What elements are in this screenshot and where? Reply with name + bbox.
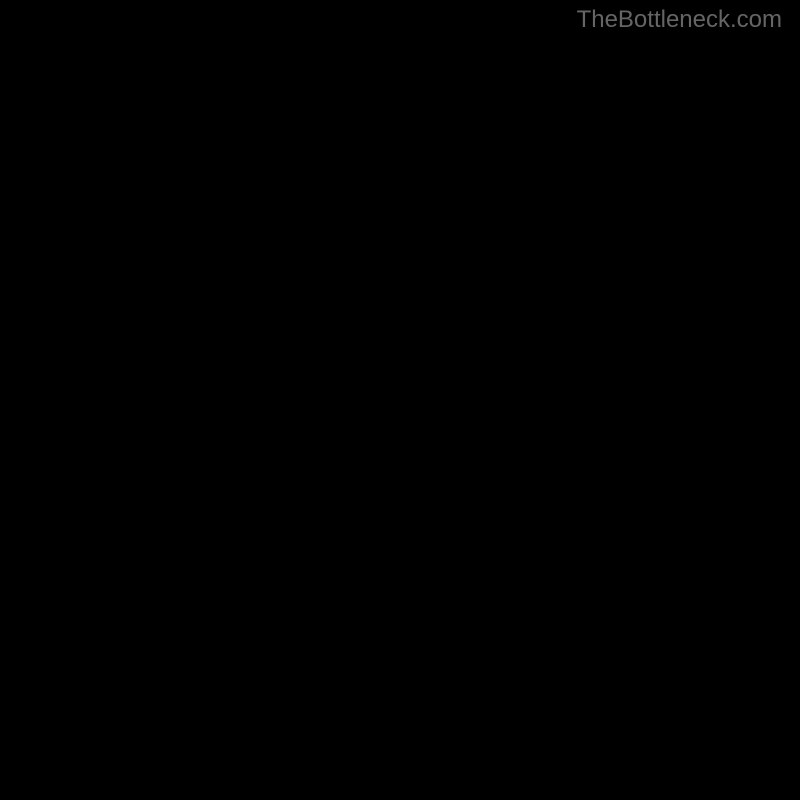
- watermark-text: TheBottleneck.com: [577, 6, 782, 34]
- chart-container: TheBottleneck.com: [0, 0, 800, 800]
- bottleneck-heatmap-canvas: [0, 0, 800, 800]
